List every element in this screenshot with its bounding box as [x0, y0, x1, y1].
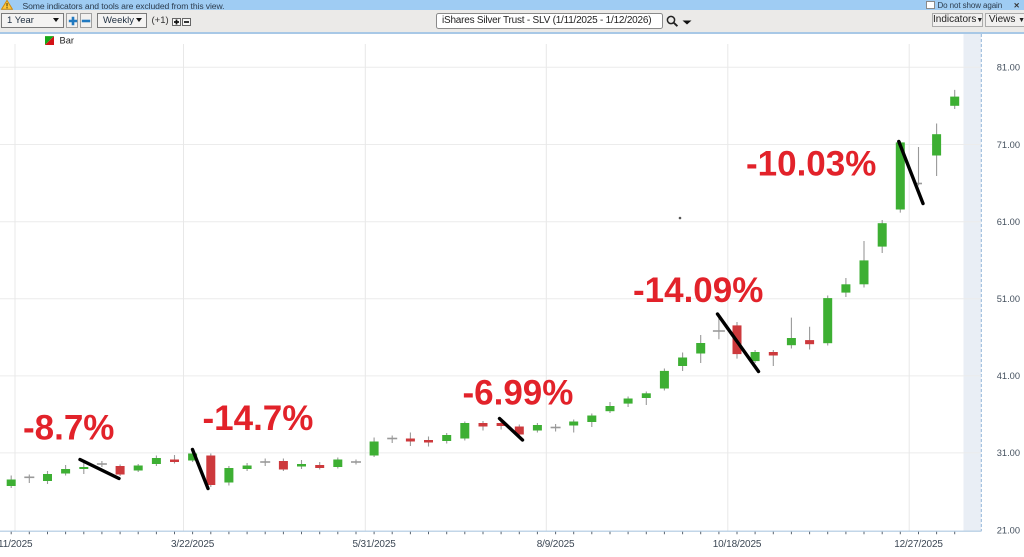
svg-text:71.00: 71.00: [997, 140, 1020, 150]
svg-text:Bar: Bar: [60, 35, 74, 45]
svg-text:3/22/2025: 3/22/2025: [171, 539, 215, 550]
svg-text:10/18/2025: 10/18/2025: [713, 539, 762, 550]
svg-text:81.00: 81.00: [997, 63, 1020, 73]
svg-text:12/27/2025: 12/27/2025: [894, 539, 943, 550]
svg-text:51.00: 51.00: [997, 294, 1020, 304]
svg-text:5/31/2025: 5/31/2025: [353, 539, 397, 550]
svg-text:21.00: 21.00: [997, 525, 1020, 535]
svg-text:31.00: 31.00: [997, 448, 1020, 458]
svg-text:41.00: 41.00: [997, 371, 1020, 381]
svg-text:-14.7%: -14.7%: [203, 399, 314, 438]
svg-text:-14.09%: -14.09%: [633, 271, 763, 310]
svg-text:61.00: 61.00: [997, 217, 1020, 227]
svg-text:-8.7%: -8.7%: [23, 409, 114, 448]
svg-text:8/9/2025: 8/9/2025: [537, 539, 575, 550]
svg-text:-10.03%: -10.03%: [746, 145, 876, 184]
svg-text:1/11/2025: 1/11/2025: [0, 539, 33, 550]
svg-text:-6.99%: -6.99%: [463, 373, 574, 412]
